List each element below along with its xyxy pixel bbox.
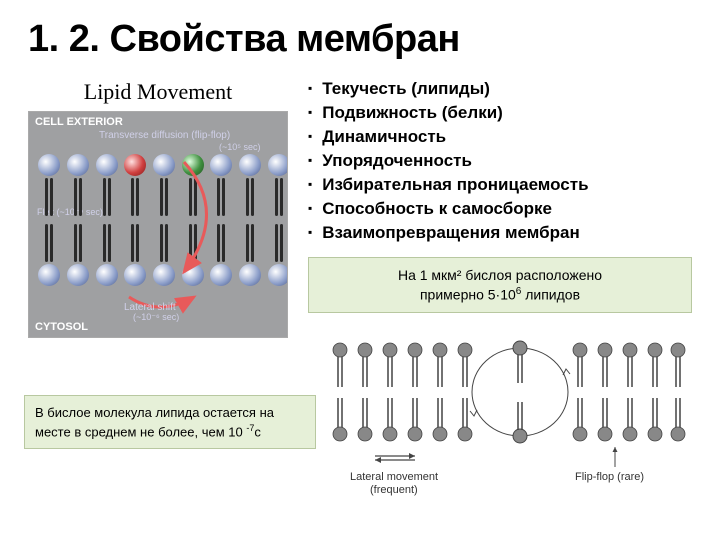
- cytosol-label: CYTOSOL: [35, 321, 88, 333]
- flip-flop-label: Flip-flop (rare): [575, 471, 644, 483]
- bullet-item: Способность к самосборке: [308, 199, 692, 219]
- bullet-item: Текучесть (липиды): [308, 79, 692, 99]
- bullet-item: Упорядоченность: [308, 151, 692, 171]
- residence-pre: В бислое молекула липида остается на мес…: [35, 405, 274, 439]
- residence-info-box: В бислое молекула липида остается на мес…: [24, 395, 316, 449]
- lateral-time-label: (~10⁻⁶ sec): [133, 312, 179, 323]
- lipid-movement-diagram: CELL EXTERIOR Transverse diffusion (flip…: [28, 111, 288, 338]
- bottom-bilayer-diagram: Lateral movement (frequent) Flip-flop (r…: [320, 330, 690, 500]
- lipid-movement-heading: Lipid Movement: [28, 79, 288, 105]
- properties-list: Текучесть (липиды) Подвижность (белки) Д…: [308, 79, 692, 243]
- density-info-box: На 1 мкм² бислоя расположено примерно 5·…: [308, 257, 692, 313]
- right-column: Текучесть (липиды) Подвижность (белки) Д…: [308, 79, 692, 338]
- density-line2-pre: примерно 5·10: [420, 287, 516, 303]
- slide-title: 1. 2. Свойства мембран: [28, 18, 692, 61]
- lateral-movement-label: Lateral movement: [350, 471, 438, 483]
- density-line1: На 1 мкм² бислоя расположено: [398, 267, 602, 283]
- residence-post: с: [254, 424, 261, 439]
- left-column: Lipid Movement CELL EXTERIOR Transverse …: [28, 79, 288, 338]
- bullet-item: Взаимопревращения мембран: [308, 223, 692, 243]
- content-row: Lipid Movement CELL EXTERIOR Transverse …: [28, 79, 692, 338]
- density-line2-post: липидов: [521, 287, 580, 303]
- lateral-movement-sub: (frequent): [370, 484, 418, 496]
- bullet-item: Избирательная проницаемость: [308, 175, 692, 195]
- bullet-item: Подвижность (белки): [308, 103, 692, 123]
- bullet-item: Динамичность: [308, 127, 692, 147]
